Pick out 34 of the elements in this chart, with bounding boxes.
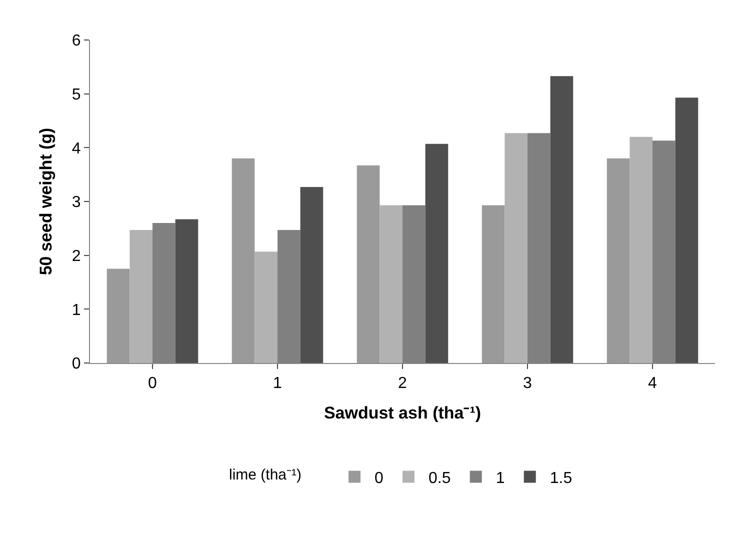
y-tick-label: 2: [72, 248, 81, 265]
bar: [380, 205, 402, 363]
y-tick-label: 1: [72, 302, 81, 319]
y-tick-label: 6: [72, 32, 81, 50]
y-tick-label: 4: [72, 140, 81, 158]
legend-label: 1: [496, 470, 505, 488]
bar: [175, 219, 198, 363]
bar: [130, 230, 152, 363]
x-tick-label: 2: [398, 375, 408, 392]
bar: [482, 205, 505, 363]
legend-title: lime (tha⁻¹): [229, 466, 327, 484]
legend-label: 0.5: [428, 470, 451, 488]
legend-label: 0: [374, 470, 384, 488]
bar: [254, 252, 278, 363]
legend-label: 1.5: [550, 470, 572, 488]
x-axis-title: Sawdust ash (tha⁻¹): [324, 404, 482, 423]
y-tick-label: 0: [72, 356, 81, 373]
bar: [232, 158, 255, 363]
y-axis-title: 50 seed weight (g): [36, 128, 56, 276]
bar: [300, 186, 324, 363]
y-tick-label: 3: [72, 194, 81, 212]
bar: [425, 144, 448, 363]
x-tick-label: 3: [523, 375, 532, 392]
x-tick-label: 4: [648, 375, 658, 392]
bar: [675, 98, 698, 363]
bar: [504, 133, 528, 363]
bar: [356, 165, 380, 363]
x-tick-label: 1: [273, 375, 282, 392]
bar: [106, 268, 130, 363]
bar: [606, 158, 630, 363]
bar: [630, 136, 652, 363]
y-tick-label: 5: [72, 86, 81, 104]
x-tick-label: 0: [148, 375, 158, 392]
bar: [550, 76, 574, 363]
